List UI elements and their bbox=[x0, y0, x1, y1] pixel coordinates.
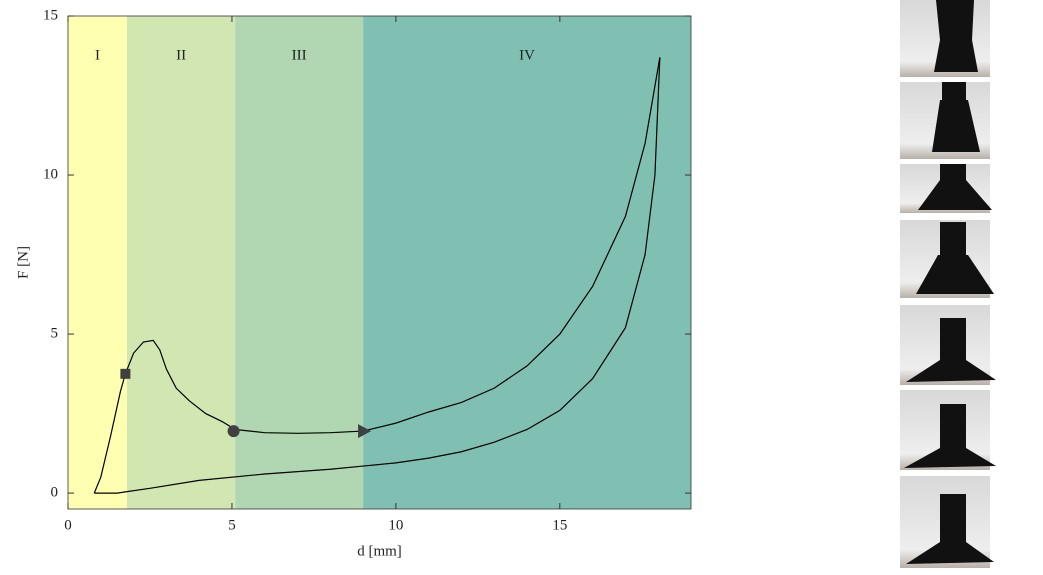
x-tick-label: 10 bbox=[388, 517, 403, 533]
marker bbox=[227, 425, 240, 438]
photo bbox=[900, 390, 996, 470]
region-label: I bbox=[95, 47, 100, 63]
region-label: III bbox=[292, 47, 307, 63]
region bbox=[363, 16, 691, 509]
photo bbox=[900, 0, 990, 77]
region-label: II bbox=[176, 47, 186, 63]
curve bbox=[94, 57, 661, 494]
y-tick-label: 10 bbox=[43, 166, 58, 182]
photo bbox=[900, 220, 994, 298]
photo bbox=[900, 164, 992, 213]
photo bbox=[900, 82, 990, 159]
x-tick-label: 5 bbox=[228, 517, 236, 533]
region bbox=[68, 16, 128, 509]
y-tick-label: 15 bbox=[43, 7, 58, 23]
marker bbox=[358, 424, 372, 439]
photo-strip bbox=[900, 0, 996, 568]
x-tick-label: 0 bbox=[64, 517, 72, 533]
x-tick-label: 15 bbox=[552, 517, 567, 533]
y-tick-label: 5 bbox=[51, 326, 59, 342]
region-label: IV bbox=[519, 47, 535, 63]
region bbox=[235, 16, 364, 509]
marker bbox=[120, 368, 131, 379]
plot-frame bbox=[67, 15, 692, 510]
x-axis-label: d [mm] bbox=[357, 543, 402, 559]
photo bbox=[900, 476, 994, 568]
y-axis-label: F [N] bbox=[15, 246, 31, 279]
photo bbox=[900, 305, 996, 385]
region bbox=[127, 16, 236, 509]
y-tick-label: 0 bbox=[51, 485, 59, 501]
